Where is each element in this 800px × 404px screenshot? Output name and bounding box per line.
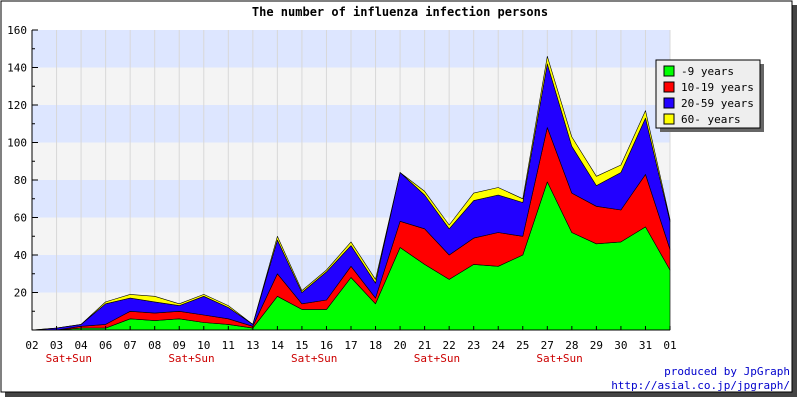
weekend-labels: Sat+Sun Sat+Sun Sat+Sun Sat+Sun Sat+Sun: [46, 352, 583, 365]
x-tick-label: 06: [99, 339, 112, 352]
x-tick-label: 14: [271, 339, 285, 352]
x-tick-label: 20: [393, 339, 406, 352]
weekend-label: Sat+Sun: [168, 352, 214, 365]
x-tick-label: 28: [565, 339, 578, 352]
x-tick-label: 24: [492, 339, 506, 352]
x-tick-label: 22: [443, 339, 456, 352]
y-tick-label: 60: [14, 212, 27, 225]
x-tick-label: 25: [516, 339, 529, 352]
chart-title: The number of influenza infection person…: [252, 5, 548, 19]
weekend-label: Sat+Sun: [46, 352, 92, 365]
x-tick-label: 11: [222, 339, 235, 352]
x-tick-label: 09: [173, 339, 186, 352]
legend-swatch: [663, 81, 675, 93]
credit-line-2: http://asial.co.jp/jpgraph/: [611, 379, 790, 392]
x-tick-label: 10: [197, 339, 210, 352]
x-tick-label: 04: [74, 339, 88, 352]
weekend-label: Sat+Sun: [414, 352, 460, 365]
x-tick-label: 17: [344, 339, 357, 352]
legend-swatch: [663, 65, 675, 77]
y-tick-label: 40: [14, 249, 27, 262]
axes: [31, 29, 671, 331]
y-tick-label: 100: [7, 137, 27, 150]
x-tick-label: 23: [467, 339, 480, 352]
legend-label: 20-59 years: [681, 97, 754, 110]
y-tick-labels: 20 40 60 80 100 120 140 160: [7, 24, 27, 300]
legend-label: -9 years: [681, 65, 734, 78]
legend: -9 years 10-19 years 20-59 years 60- years: [655, 59, 764, 132]
x-tick-label: 01: [663, 339, 676, 352]
x-tick-label: 30: [614, 339, 627, 352]
legend-label: 10-19 years: [681, 81, 754, 94]
legend-swatch: [663, 113, 675, 125]
credit-line-1: produced by JpGraph: [664, 365, 790, 378]
x-tick-label: 16: [320, 339, 333, 352]
weekend-label: Sat+Sun: [291, 352, 337, 365]
x-tick-label: 27: [541, 339, 554, 352]
x-tick-label: 03: [50, 339, 63, 352]
x-tick-label: 07: [124, 339, 137, 352]
area-60-years: [31, 56, 671, 331]
x-tick-labels: 02 03 04 06 07 08 09 10 11 13 14 15 16 17 18 20 21 22 23 24…: [25, 339, 676, 352]
weekend-label: Sat+Sun: [536, 352, 582, 365]
legend-label: 60- years: [681, 113, 741, 126]
y-tick-label: 20: [14, 287, 27, 300]
x-tick-label: 31: [639, 339, 652, 352]
legend-swatch: [663, 97, 675, 109]
x-tick-label: 15: [295, 339, 308, 352]
y-tick-label: 80: [14, 174, 27, 187]
legend-items: -9 years 10-19 years 20-59 years 60- years: [663, 65, 754, 126]
x-tick-label: 02: [25, 339, 38, 352]
x-tick-label: 08: [148, 339, 161, 352]
x-tick-label: 18: [369, 339, 382, 352]
x-tick-label: 13: [246, 339, 259, 352]
x-tick-label: 21: [418, 339, 431, 352]
y-tick-label: 120: [7, 99, 27, 112]
x-tick-label: 29: [590, 339, 603, 352]
y-tick-label: 140: [7, 62, 27, 75]
stacked-areas: [31, 56, 671, 331]
y-tick-label: 160: [7, 24, 27, 37]
